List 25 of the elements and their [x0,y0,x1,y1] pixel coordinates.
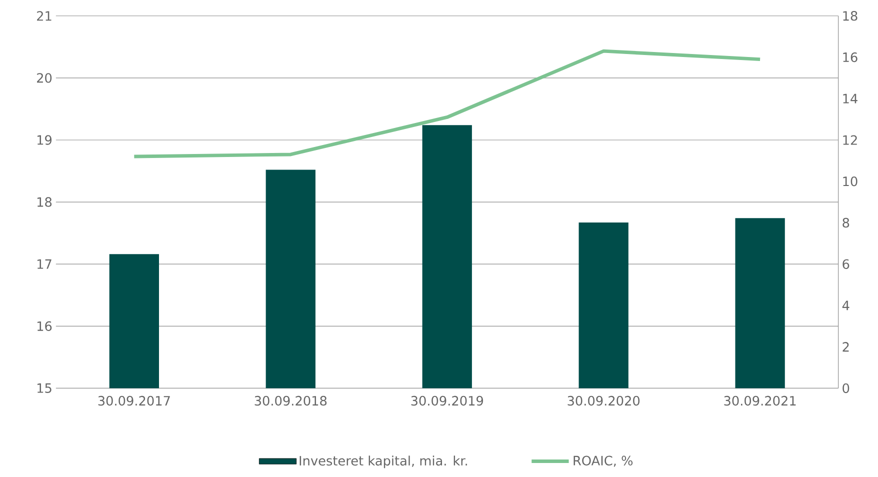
y2-tick-label: 4 [842,301,850,310]
x-tick-label: 30.09.2019 [411,396,484,406]
y2-tick-label: 14 [843,94,858,104]
y-tick-label: 16 [37,322,52,332]
legend-label: Investeret kapital, mia. kr. [300,456,467,468]
y-tick-label: 17 [37,260,52,269]
y2-tick-label: 12 [843,135,857,145]
y2-tick-label: 2 [842,342,849,352]
x-tick-label: 30.09.2018 [254,396,327,406]
y2-tick-label: 6 [842,259,850,270]
y2-tick-label: 0 [842,384,850,394]
y2-tick-label: 10 [843,176,858,186]
y-tick-label: 21 [37,11,52,21]
x-tick-label: 30.09.2017 [98,396,170,406]
y-tick-label: 15 [37,384,52,394]
x-tick-label: 30.09.2021 [724,396,796,406]
y-tick-label: 19 [37,135,52,146]
y2-tick-label: 16 [843,52,858,62]
y-tick-label: 18 [37,197,52,208]
y2-tick-label: 18 [843,11,858,21]
y-tick-label: 20 [37,73,52,84]
y2-tick-label: 8 [842,218,850,228]
line-series [132,50,762,158]
x-tick-label: 30.09.2020 [568,396,640,406]
legend-label: ROAIC, % [574,456,633,468]
